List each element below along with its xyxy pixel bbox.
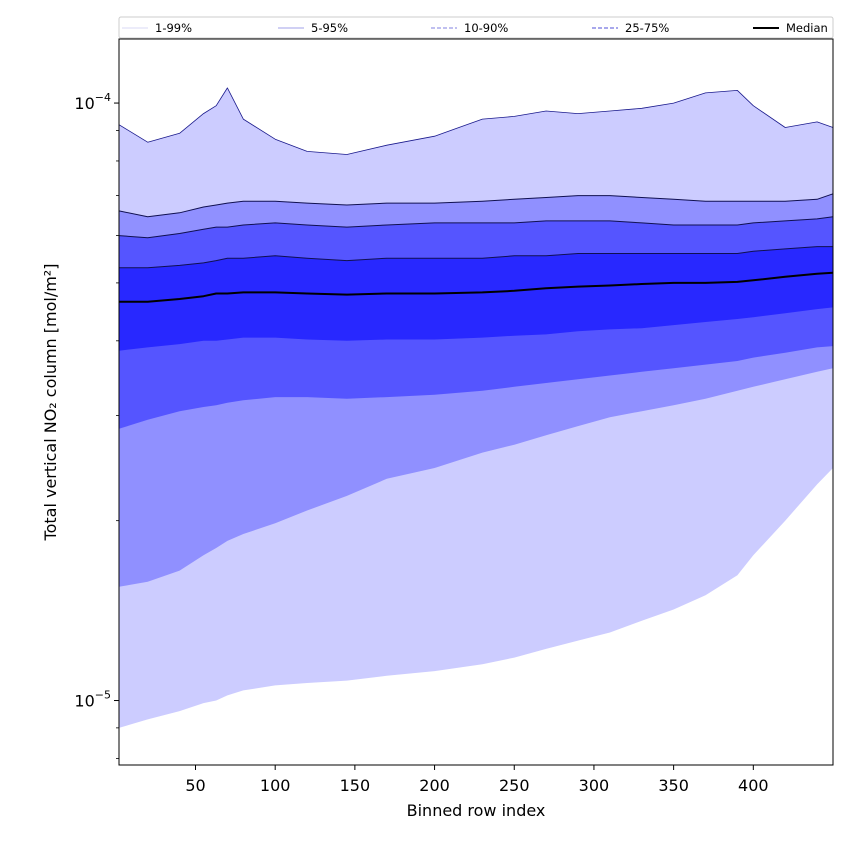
x-axis-label: Binned row index xyxy=(407,801,546,820)
legend-entry: 1-99% xyxy=(122,21,192,35)
plot-frame xyxy=(118,38,834,766)
legend: 1-99% 5-95% 10-90% 25-75% Median xyxy=(118,16,834,39)
x-axis: 50 100 150 200 250 300 350 400 xyxy=(185,765,769,795)
legend-entry: 5-95% xyxy=(278,21,348,35)
line-p90 xyxy=(118,216,834,239)
band-25to75 xyxy=(119,246,833,351)
line-p75 xyxy=(119,246,833,269)
legend-entry: 25-75% xyxy=(592,21,669,35)
legend-label: 25-75% xyxy=(625,21,669,35)
y-axis-label: Total vertical NO₂ column [mol/m²] xyxy=(41,264,60,542)
line-p99 xyxy=(118,87,834,155)
x-tick-label: 200 xyxy=(419,776,450,795)
legend-label: Median xyxy=(786,21,828,35)
y-tick-label: 10−5 xyxy=(74,689,111,711)
legend-label: 10-90% xyxy=(464,21,508,35)
legend-entry: Median xyxy=(753,21,828,35)
y-tick-label: 10−4 xyxy=(74,91,111,113)
x-tick-label: 50 xyxy=(185,776,205,795)
x-tick-label: 350 xyxy=(658,776,689,795)
x-tick-label: 400 xyxy=(738,776,769,795)
legend-label: 1-99% xyxy=(155,21,192,35)
x-tick-label: 300 xyxy=(579,776,610,795)
legend-entry: 10-90% xyxy=(431,21,508,35)
x-tick-label: 150 xyxy=(340,776,371,795)
legend-label: 5-95% xyxy=(311,21,348,35)
percentile-bands xyxy=(119,87,833,728)
line-p95 xyxy=(118,193,834,218)
line-median xyxy=(119,271,834,303)
y-axis: 10−5 10−4 xyxy=(74,91,119,759)
x-tick-label: 100 xyxy=(260,776,291,795)
percentile-lines xyxy=(118,87,834,303)
legend-box xyxy=(118,16,834,39)
x-tick-label: 250 xyxy=(499,776,530,795)
